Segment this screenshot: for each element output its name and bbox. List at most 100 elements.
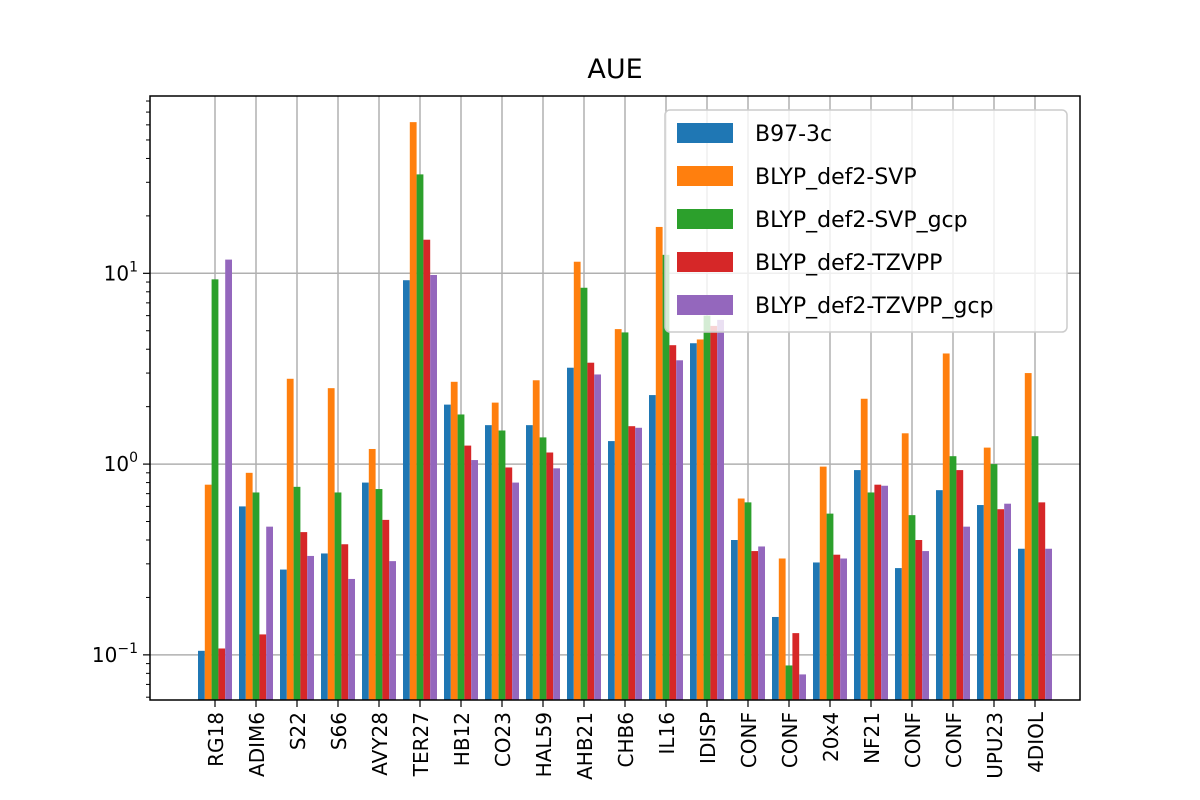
x-tick-label: HB12 [450,712,474,766]
bar [669,345,677,700]
y-tick-label: 101 [104,259,138,285]
bar [833,554,841,700]
bar [717,319,724,700]
legend: B97-3c BLYP_def2-SVP BLYP_def2-SVP_gcp BLYP… [664,109,1068,333]
bar [239,506,246,700]
x-tick-label: RG18 [204,712,228,767]
bar [860,398,868,700]
bar [375,489,383,700]
bar [464,445,472,700]
bar [348,578,355,700]
bar [990,464,998,700]
legend-swatch [677,123,733,143]
bar [655,226,663,700]
bar [225,259,232,700]
bar [696,339,704,700]
x-tick-label: S66 [327,712,351,750]
bar [471,460,478,700]
bar [204,484,212,700]
bar [942,353,950,700]
bar [341,544,349,700]
bar [1024,373,1032,700]
bar [895,568,902,700]
bar [826,513,834,700]
bar [997,509,1005,700]
y-tick-exponent: 0 [129,450,138,466]
bar [874,484,882,700]
bar [259,634,267,700]
legend-swatch [677,252,733,272]
bar [799,674,806,700]
bar [737,498,745,700]
x-tick-label: AVY28 [368,712,392,776]
bar [690,343,697,700]
bar [532,380,540,700]
bar [573,261,581,700]
bar [266,526,273,700]
bar [1018,548,1025,700]
legend-label: B97-3c [755,122,832,147]
bar [949,456,957,700]
bar [703,315,711,700]
bar [416,174,424,700]
bar [580,287,588,700]
bar [567,367,574,700]
x-tick-label: IDISP [696,712,720,764]
bar [505,467,513,700]
bar [423,239,431,700]
bar [977,505,984,700]
chart-title: AUE [587,54,642,85]
plot-frame [149,95,1081,701]
bar [587,362,595,700]
x-tick-label: IL16 [655,712,679,755]
bar [362,482,369,700]
x-tick-label: NF21 [860,712,884,764]
bar [498,430,506,700]
x-tick-label: CONF [901,712,925,768]
x-tick-label: TER27 [409,712,433,777]
bar [211,279,219,700]
x-tick-label: S22 [286,712,310,750]
y-tick-exponent: 1 [129,259,138,275]
bar [1038,502,1046,700]
bar [819,466,827,700]
bar [334,492,342,700]
y-tick-base: 10 [104,452,129,476]
bar [854,470,861,700]
bar [778,558,786,700]
bar [280,569,287,700]
bar [553,468,560,700]
bar [327,388,335,700]
x-tick-label: ADIM6 [245,712,269,777]
bar [813,562,820,700]
y-tick-label: 10−1 [92,641,138,667]
legend-label: BLYP_def2-SVP_gcp [755,208,968,233]
bar [526,425,533,700]
legend-label: BLYP_def2-SVP [755,165,917,190]
bar [293,486,301,700]
bar [252,492,260,700]
bar [983,447,991,700]
legend-swatch [677,295,733,315]
x-tick-label: 20x4 [819,712,843,762]
legend-label: BLYP_def2-TZVPP_gcp [755,294,993,319]
bar [321,553,328,700]
bar [608,441,615,700]
legend-swatch [677,209,733,229]
legend-label: BLYP_def2-TZVPP [755,251,942,276]
bar [785,665,793,700]
bar [403,280,410,700]
bar [1031,436,1039,700]
x-axis: RG18 ADIM6 S22 S66 AVY28 TER27 HB12 CO23 HAL59 AH… [204,700,1048,780]
bar [772,616,779,700]
bar [710,325,718,700]
y-tick-base: 10 [104,261,129,285]
bar [649,395,656,700]
legend-box [664,109,1068,333]
bar [662,254,670,700]
bar [614,329,622,700]
bar [430,274,437,700]
bar [915,540,923,700]
